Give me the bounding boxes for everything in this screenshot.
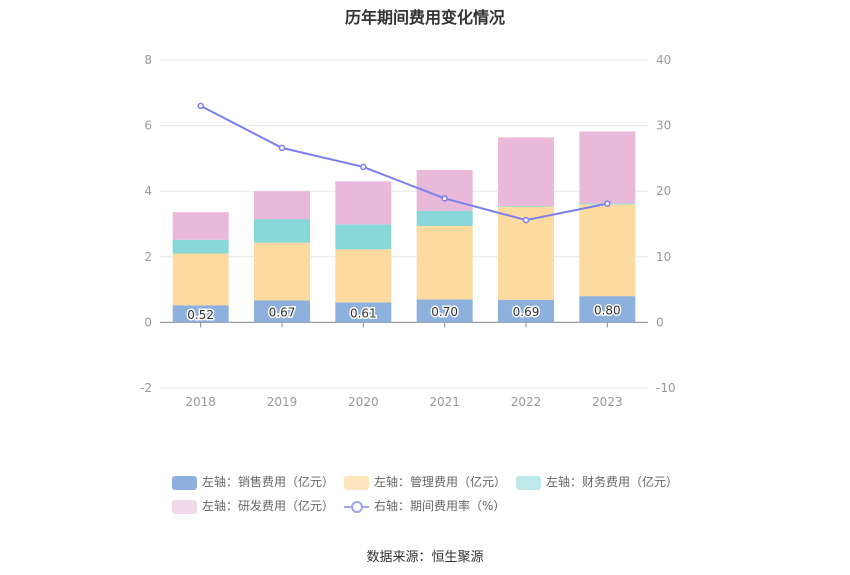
bar-segment-s1-2020 [335, 249, 392, 303]
bar-segment-s3-2020 [335, 181, 392, 225]
bar-segment-s3-2018 [172, 212, 229, 240]
bar-segment-s0-2020 [335, 302, 392, 323]
bar-segment-s2-2020 [335, 224, 392, 250]
right-tick-label: -10 [656, 381, 676, 395]
bar-segment-s3-2019 [254, 191, 310, 220]
left-tick-label: 0 [144, 315, 152, 329]
rate-point-2018 [197, 102, 204, 110]
source-note: 数据来源：恒生聚源 [366, 550, 484, 565]
bar-segment-s3-2023 [579, 131, 636, 204]
bar-segment-s2-2019 [254, 219, 310, 243]
legend-label-finance: 左轴：财务费用（亿元） [546, 475, 679, 489]
legend-marker-rate [351, 501, 363, 513]
legend-label-rate: 右轴：期间费用率（%） [374, 499, 506, 513]
chart-title: 历年期间费用变化情况 [344, 8, 505, 27]
right-tick-label: 30 [656, 119, 671, 133]
bar-segment-s0-2022 [498, 299, 554, 323]
legend-swatch-rd [172, 500, 197, 514]
bar-segment-s2-2022 [498, 205, 554, 207]
x-tick-label: 2021 [429, 395, 460, 409]
data-label: 0.61 [350, 306, 377, 320]
rate-point-2020 [360, 163, 367, 171]
left-tick-label: 4 [144, 184, 152, 198]
rate-point-2023 [604, 200, 611, 207]
left-tick-label: 6 [144, 119, 152, 133]
data-label: 0.70 [431, 305, 458, 319]
data-label: 0.69 [513, 305, 540, 319]
bar-segment-s2-2018 [172, 239, 229, 254]
legend-label-sales: 左轴：销售费用（亿元） [202, 475, 335, 489]
data-label: 0.52 [187, 308, 214, 322]
legend-swatch-finance [516, 476, 541, 490]
legend-label-admin: 左轴：管理费用（亿元） [374, 475, 507, 489]
bar-segment-s1-2023 [579, 204, 636, 297]
bar-segment-s2-2021 [416, 210, 473, 226]
bar-segment-s1-2021 [416, 225, 473, 300]
right-tick-label: 40 [656, 53, 671, 67]
x-tick-label: 2019 [267, 395, 298, 409]
data-label: 0.80 [594, 303, 621, 317]
bar-segment-s0-2019 [254, 300, 310, 323]
left-tick-label: -2 [140, 381, 152, 395]
x-tick-label: 2020 [348, 395, 379, 409]
bar-segment-s1-2018 [172, 253, 229, 306]
x-tick-label: 2023 [592, 395, 623, 409]
bar-segment-s3-2022 [498, 137, 554, 206]
right-tick-label: 10 [656, 250, 671, 264]
right-tick-label: 20 [656, 184, 671, 198]
legend-swatch-admin [344, 476, 369, 490]
x-tick-label: 2022 [511, 395, 542, 409]
legend-swatch-sales [172, 476, 197, 490]
bar-segment-s0-2018 [172, 305, 229, 323]
rate-point-2022 [522, 216, 530, 224]
bar-segment-s0-2021 [416, 299, 473, 323]
bar-segment-s0-2023 [579, 296, 636, 323]
right-tick-label: 0 [656, 315, 664, 329]
left-tick-label: 8 [144, 53, 152, 67]
data-label: 0.67 [269, 305, 296, 319]
rate-point-2019 [278, 144, 286, 152]
x-tick-label: 2018 [185, 395, 216, 409]
left-tick-label: 2 [144, 250, 152, 264]
legend-label-rd: 左轴：研发费用（亿元） [202, 499, 335, 513]
bar-segment-s1-2019 [254, 242, 310, 301]
rate-line [200, 105, 608, 222]
rate-point-2021 [441, 195, 448, 202]
